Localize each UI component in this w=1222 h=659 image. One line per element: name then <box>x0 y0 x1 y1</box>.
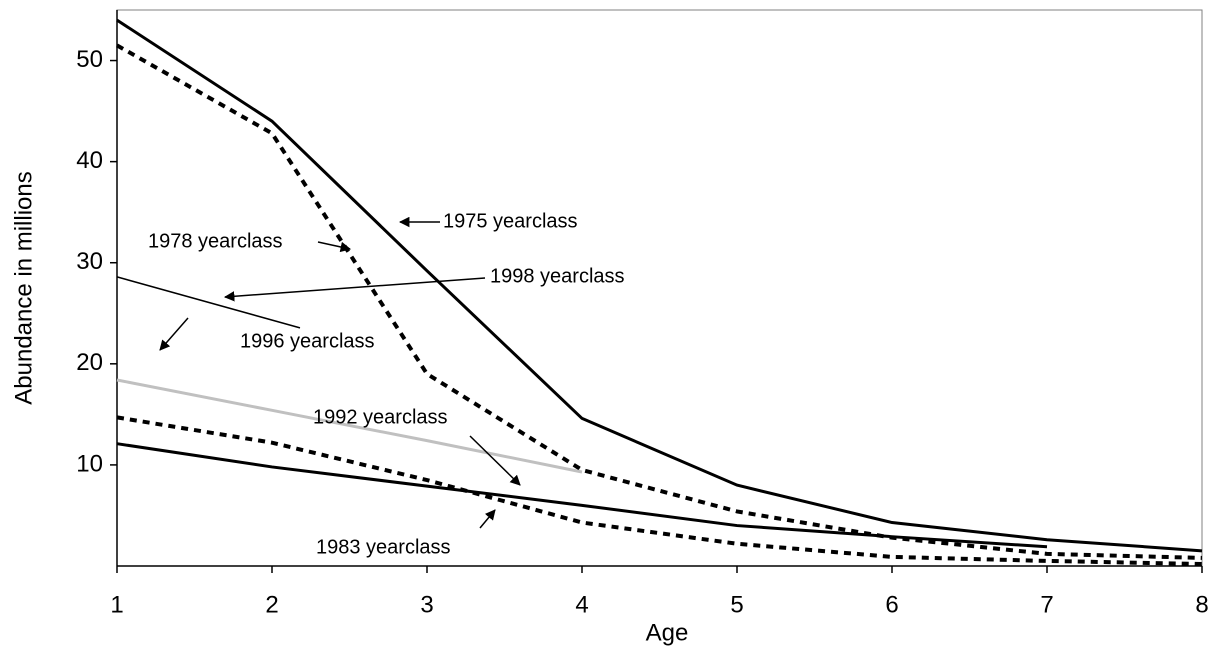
series-line <box>116 43 1203 560</box>
annotation-label: 1998 yearclass <box>490 265 625 287</box>
y-tick-label: 20 <box>76 349 103 376</box>
series-line <box>116 415 1203 566</box>
annotation-label: 1992 yearclass <box>313 406 448 428</box>
annotation-arrow <box>159 317 189 351</box>
annotation-label: 1975 yearclass <box>443 210 578 232</box>
annotation-label: 1978 yearclass <box>148 230 283 252</box>
annotation-arrow <box>469 435 521 486</box>
annotation-label: 1996 yearclass <box>240 330 375 352</box>
y-tick-label: 50 <box>76 46 103 73</box>
x-tick-label: 1 <box>110 591 123 618</box>
x-tick-label: 4 <box>575 591 588 618</box>
y-tick-label: 40 <box>76 147 103 174</box>
series-line <box>116 276 301 329</box>
series-line <box>116 442 1048 549</box>
series-line <box>116 18 1203 553</box>
x-tick-label: 2 <box>265 591 278 618</box>
annotation-arrow <box>317 241 352 253</box>
y-tick-label: 10 <box>76 450 103 477</box>
x-tick-label: 5 <box>730 591 743 618</box>
plot-frame <box>116 9 1203 567</box>
y-axis-title: Abundance in millions <box>10 171 37 404</box>
annotation-arrow <box>479 509 496 529</box>
x-tick-label: 7 <box>1040 591 1053 618</box>
y-tick-label: 30 <box>76 248 103 275</box>
annotation-label: 1983 yearclass <box>316 536 451 558</box>
x-axis-title: Age <box>646 619 689 646</box>
x-tick-label: 3 <box>420 591 433 618</box>
annotation-arrow <box>223 277 486 302</box>
x-tick-label: 8 <box>1195 591 1208 618</box>
series-line <box>116 378 583 474</box>
x-tick-label: 6 <box>885 591 898 618</box>
